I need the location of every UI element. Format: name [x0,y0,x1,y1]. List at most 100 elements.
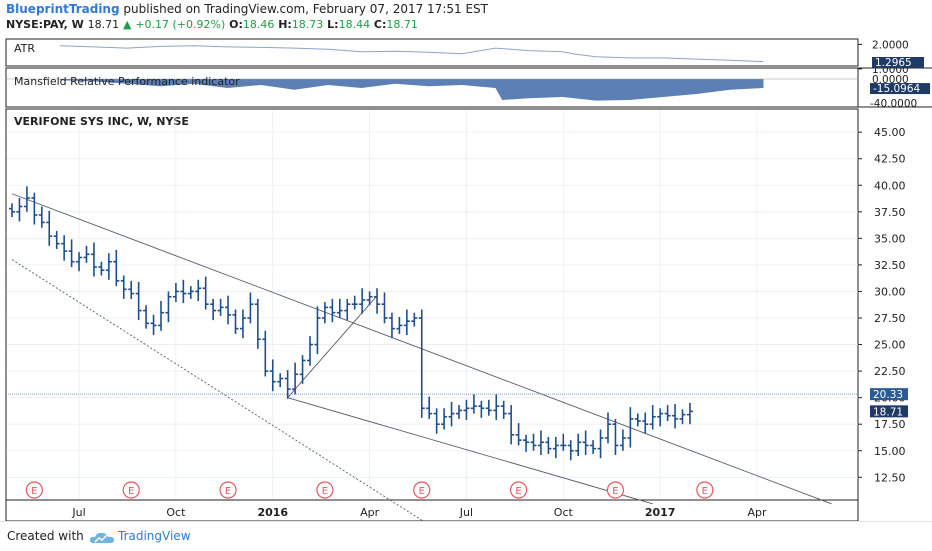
price-bar [292,362,299,395]
x-tick-label: Apr [747,506,767,519]
price-bar [493,394,500,420]
price-bar [418,309,425,418]
last-price-label-tag [870,405,908,418]
y-tick-label: 37.50 [874,206,906,219]
x-tick-label: Jul [71,506,85,519]
price-bar [76,252,83,272]
published-text: published on TradingView.com, February 0… [123,2,488,16]
mansfield-last-value-tag [870,83,930,95]
close-value: 18.71 [386,18,418,31]
price-bar [448,401,455,427]
price-bar [351,295,358,310]
y-tick-label: 45.00 [874,126,906,139]
price-bar [679,409,686,425]
price-bar [202,276,209,310]
earnings-marker [25,481,43,499]
author-link[interactable]: BlueprintTrading [6,2,120,16]
earnings-marker [606,481,625,499]
price-bar [336,298,343,318]
earnings-marker [696,481,714,499]
price-panel-title: VERIFONE SYS INC, W, NYSE [14,115,189,128]
earnings-label: E [612,486,618,497]
earnings-marker [413,481,431,499]
price-bar [530,433,537,451]
price-bar [478,400,485,418]
earnings-marker [122,481,140,499]
price-bar [83,245,90,263]
price-bar [120,275,127,299]
atr-tick-label: 2.0000 [872,39,909,51]
price-bar [642,412,649,434]
y-tick-label: 42.50 [874,153,906,166]
price-bar [560,433,567,451]
price-bar [649,405,656,430]
symbol-label: NYSE:PAY, W [6,18,84,31]
price-bar [567,440,574,461]
price-bar [359,288,366,314]
price-bar [537,430,544,455]
price-bar [321,302,328,324]
y-tick-label: 17.50 [874,418,906,431]
price-bar [269,359,276,392]
earnings-marker [316,481,334,499]
price-bar [284,370,291,399]
price-bar [552,436,559,459]
mansfield-last-value: -15.0964 [873,83,921,95]
tradingview-brand[interactable]: TradingView [118,529,191,543]
atr-last-value-tag [872,57,924,68]
price-bar [165,291,172,323]
earnings-label: E [128,486,134,497]
price-bar [470,394,477,414]
price-bar [344,298,351,321]
y-tick-label: 32.50 [874,259,906,272]
price-bar [128,280,135,299]
high-label: H: [278,18,292,31]
open-label: O: [229,18,243,31]
price-bar [172,282,179,303]
price-bar [61,235,68,261]
low-value: 18.44 [338,18,371,31]
mansfield-title: Mansfield Relative Performance indicator [14,75,240,88]
price-bar [262,330,269,377]
price-bar [523,434,530,452]
y-tick-label: 12.50 [874,471,906,484]
x-tick-label: 2017 [645,506,676,519]
x-tick-label: 2016 [257,506,288,519]
price-bar [113,250,120,287]
open-value: 18.46 [242,18,275,31]
last-price-label: 18.71 [873,406,903,418]
price-bar [68,239,75,268]
price-bar [374,288,381,314]
price-bar [31,192,38,225]
price-bar [195,279,202,302]
price-bar [657,408,664,427]
price-bar [225,295,232,325]
price-bar [366,291,373,306]
atr-panel [5,38,859,67]
price-bar [634,413,641,427]
atr-last-value: 1.2965 [875,57,912,69]
price-bar [98,261,105,276]
earnings-label: E [702,486,708,497]
price-bar [597,429,604,459]
tradingview-cloud-icon [89,532,114,543]
price-bar [38,206,45,228]
price-bar [158,301,164,331]
mansfield-area [60,79,764,101]
y-tick-label: 15.00 [874,445,906,458]
price-bar [329,298,336,323]
price-bar [664,405,671,422]
price-bar [575,433,582,457]
y-tick-label: 27.50 [874,312,906,325]
earnings-marker [219,481,237,499]
x-tick-label: Jul [459,506,473,519]
price-bar [210,298,217,321]
price-panel [5,108,859,521]
y-tick-label: 40.00 [874,179,906,192]
footer: Created with TradingView [0,521,932,551]
x-tick-label: Oct [554,506,574,519]
price-bar [433,408,440,434]
y-tick-label: 30.00 [874,285,906,298]
y-tick-label: 35.00 [874,232,906,245]
